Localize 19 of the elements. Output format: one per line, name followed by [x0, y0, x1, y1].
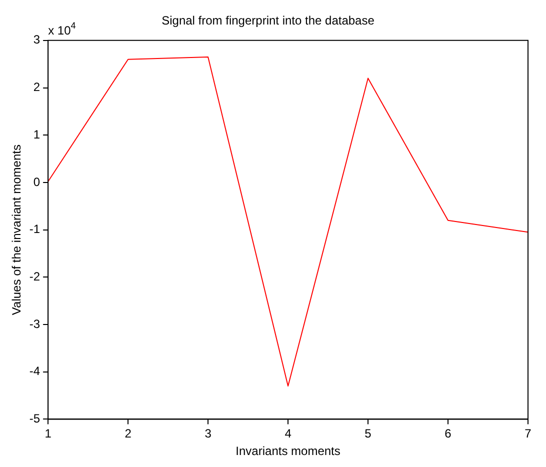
- x-axis-title: Invariants moments: [236, 444, 340, 458]
- x-tick-label: 6: [444, 426, 452, 441]
- y-tick-label: -3: [29, 316, 40, 331]
- y-tick-label: 2: [33, 80, 40, 94]
- y-axis-title: Values of the invariant moments: [10, 144, 24, 316]
- x-tick-label: 4: [284, 426, 292, 441]
- y-tick-label: -2: [29, 269, 40, 284]
- y-tick-label: 0: [33, 174, 40, 189]
- x-tick-label: 5: [364, 426, 372, 441]
- x-tick-label: 7: [524, 426, 532, 441]
- y-tick-label: -5: [29, 412, 40, 426]
- chart-title: Signal from fingerprint into the database: [162, 14, 375, 28]
- y-tick-label: 3: [33, 32, 40, 47]
- x-tick-label: 2: [124, 426, 132, 441]
- y-tick-label: 1: [33, 127, 40, 142]
- x-tick-label: 1: [44, 426, 52, 441]
- x-tick-label: 3: [204, 426, 212, 441]
- y-tick-label: -4: [29, 364, 40, 378]
- y-tick-label: -1: [29, 222, 40, 236]
